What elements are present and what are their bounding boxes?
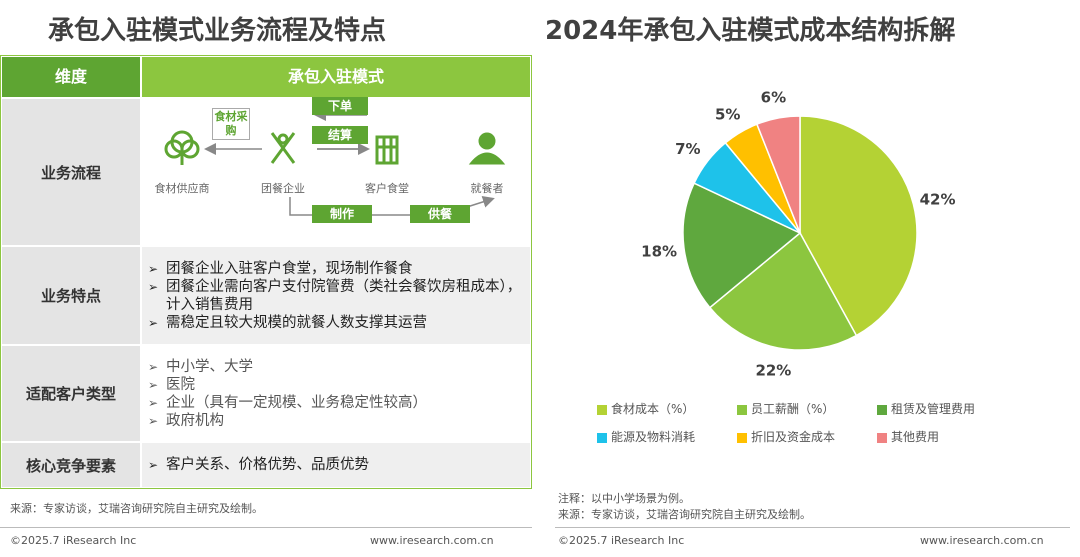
legend-label: 员工薪酬（%） [751,402,835,416]
legend-label: 折旧及资金成本 [751,430,836,444]
source: 来源：专家访谈，艾瑞咨询研究院自主研究及绘制。 [558,508,811,521]
data-label: 5% [715,105,740,123]
pie-slice [682,182,802,309]
data-label: 18% [641,242,677,260]
flow-edge-label: 制作 [312,205,372,223]
chart-title: 2024年承包入驻模式成本结构拆解 [545,16,956,46]
data-label: 7% [675,140,700,158]
legend-swatch [597,433,607,443]
bullet-item: 需稳定且较大规模的就餐人数支撑其运营 [148,314,524,332]
flow-node-label: 食材供应商 [154,182,210,195]
divider [555,527,1070,528]
legend-swatch [597,405,607,415]
legend-swatch [877,433,887,443]
icons [164,130,506,165]
row-label: 适配客户类型 [2,346,140,441]
bullet-item: 客户关系、价格优势、品质优势 [148,456,524,474]
table-frame [0,55,532,489]
legend-swatch [877,405,887,415]
legend-label: 能源及物料消耗 [611,430,696,444]
data-label: 42% [920,190,956,208]
row-content: 客户关系、价格优势、品质优势 [142,443,530,487]
legend-swatch [737,405,747,415]
flow-edge-label: 食材采购 [212,108,250,140]
bullet-item: 政府机构 [148,412,524,430]
pie-slice [755,115,801,234]
url: www.iresearch.com.cn [920,534,1044,547]
divider [0,527,532,528]
bullet-item: 医院 [148,376,524,394]
row-content: 团餐企业入驻客户食堂，现场制作餐食团餐企业需向客户支付院管费（类社会餐饮房租成本… [142,247,530,344]
copyright: ©2025.7 iResearch Inc [10,534,137,547]
bullet-item: 团餐企业需向客户支付院管费（类社会餐饮房租成本），计入销售费用 [148,278,524,314]
flow-node-label: 客户食堂 [365,182,409,195]
row-label: 业务特点 [2,247,140,344]
bullet-item: 中小学、大学 [148,358,524,376]
bullet-item: 团餐企业入驻客户食堂，现场制作餐食 [148,260,524,278]
bullet-item: 企业（具有一定规模、业务稳定性较高） [148,394,524,412]
legend-label: 食材成本（%） [611,402,695,416]
legend-swatch [737,433,747,443]
header-cell: 承包入驻模式 [142,57,530,97]
flow-edge-label: 结算 [312,126,368,144]
pie-chart: 42% 22% 18% 7% 5% 6% [641,88,956,380]
copyright: ©2025.7 iResearch Inc [558,534,685,547]
note: 注释：以中小学场景为例。 [558,492,690,505]
flow-diagram [164,109,506,216]
data-label: 6% [761,88,786,106]
flow-node-label: 就餐者 [470,182,504,195]
flow-node-label: 团餐企业 [261,182,305,195]
pie-slice [708,231,858,351]
legend-label: 其他费用 [891,430,940,444]
pie-slice [799,115,918,337]
data-label: 22% [755,362,791,380]
source: 来源：专家访谈，艾瑞咨询研究院自主研究及绘制。 [10,502,263,515]
url: www.iresearch.com.cn [370,534,494,547]
row-label: 核心竞争要素 [2,443,140,487]
legend-label: 租赁及管理费用 [891,402,976,416]
header-cell: 维度 [2,57,140,97]
row-label: 业务流程 [2,99,140,245]
flow-edge-label: 供餐 [410,205,470,223]
left-title: 承包入驻模式业务流程及特点 [48,16,387,46]
row-content: 中小学、大学医院企业（具有一定规模、业务稳定性较高）政府机构 [142,346,530,441]
flow-edge-label: 下单 [312,97,368,115]
